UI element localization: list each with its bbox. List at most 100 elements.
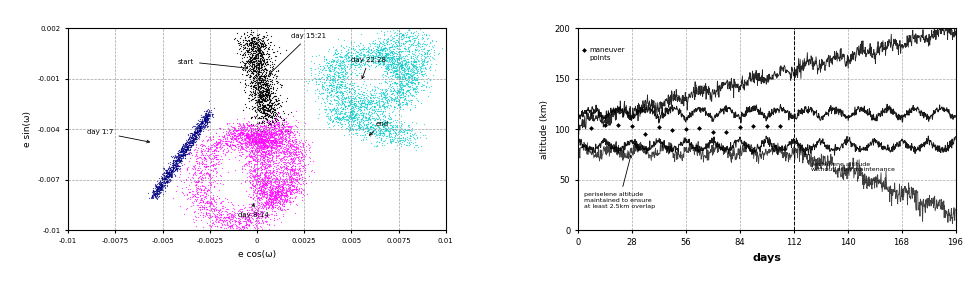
Point xyxy=(209,142,224,147)
Point xyxy=(249,211,264,216)
Point xyxy=(259,102,275,107)
Point xyxy=(163,173,178,177)
Point xyxy=(177,146,193,151)
Point xyxy=(392,75,408,79)
Point xyxy=(145,191,161,196)
Point xyxy=(167,159,182,163)
Point xyxy=(257,144,273,149)
Point xyxy=(284,183,299,188)
Point xyxy=(385,64,401,69)
Point xyxy=(296,182,312,186)
Point xyxy=(245,154,260,159)
Point xyxy=(269,201,285,205)
Point xyxy=(254,225,269,229)
Point xyxy=(212,137,227,141)
Point xyxy=(273,201,289,206)
Point xyxy=(288,155,303,160)
Point xyxy=(204,145,219,149)
Point xyxy=(341,132,357,136)
Point xyxy=(332,103,348,107)
Point xyxy=(255,77,271,81)
Point xyxy=(359,106,374,110)
Point xyxy=(200,116,215,120)
Point xyxy=(386,136,402,141)
Point xyxy=(259,130,275,135)
Point xyxy=(263,201,279,205)
Point xyxy=(416,46,432,51)
Point xyxy=(265,171,281,176)
Point xyxy=(275,123,291,127)
Point xyxy=(162,173,177,177)
Point xyxy=(200,172,215,176)
Point xyxy=(234,142,250,146)
Point xyxy=(389,76,405,80)
Point xyxy=(264,132,280,137)
Point xyxy=(242,154,257,159)
Point xyxy=(382,131,398,135)
Point xyxy=(250,190,265,194)
Point xyxy=(250,66,265,70)
Point xyxy=(253,129,268,133)
Point xyxy=(412,45,428,50)
Point xyxy=(169,159,184,164)
Point xyxy=(160,167,176,172)
Point xyxy=(188,182,204,187)
Point xyxy=(238,40,254,45)
Point xyxy=(283,200,298,205)
Point xyxy=(271,179,287,183)
Point xyxy=(415,61,431,65)
Point xyxy=(350,86,366,91)
Point xyxy=(242,59,257,63)
Point xyxy=(324,92,339,96)
Point xyxy=(389,67,405,71)
Point xyxy=(380,60,396,64)
Point xyxy=(276,161,292,166)
Point xyxy=(199,117,214,121)
Point xyxy=(244,146,259,150)
Point xyxy=(250,91,265,95)
Point xyxy=(185,143,201,147)
Point xyxy=(150,185,166,189)
Point xyxy=(252,96,267,100)
Point xyxy=(240,177,255,182)
Point xyxy=(235,108,251,112)
Point xyxy=(244,65,259,69)
Point xyxy=(172,157,187,162)
Point xyxy=(341,55,357,59)
Point xyxy=(257,137,273,141)
Point xyxy=(253,141,268,146)
Point xyxy=(338,44,354,49)
Point xyxy=(393,66,409,71)
Point xyxy=(377,65,393,70)
Point xyxy=(409,69,424,73)
Point xyxy=(254,140,269,144)
Point xyxy=(335,93,351,98)
Point xyxy=(296,164,312,169)
Point xyxy=(584,126,600,131)
Point xyxy=(376,55,392,59)
Point xyxy=(368,117,383,121)
Point xyxy=(247,144,262,148)
Point xyxy=(144,194,160,199)
Point xyxy=(334,99,350,103)
Point xyxy=(371,120,387,124)
Point xyxy=(251,150,266,154)
Point xyxy=(369,47,384,51)
Point xyxy=(325,119,340,123)
Point xyxy=(263,164,279,168)
Point xyxy=(331,80,346,84)
Point xyxy=(375,139,391,143)
Point xyxy=(245,41,260,46)
Point xyxy=(234,209,250,214)
Point xyxy=(368,43,383,48)
Point xyxy=(295,144,311,148)
Point xyxy=(253,84,268,89)
Point xyxy=(247,140,262,145)
Point xyxy=(333,104,349,109)
Point xyxy=(258,133,274,138)
Point xyxy=(160,174,176,178)
Point xyxy=(227,142,243,147)
Point xyxy=(366,54,381,58)
Point xyxy=(178,149,194,153)
Point xyxy=(208,147,223,152)
